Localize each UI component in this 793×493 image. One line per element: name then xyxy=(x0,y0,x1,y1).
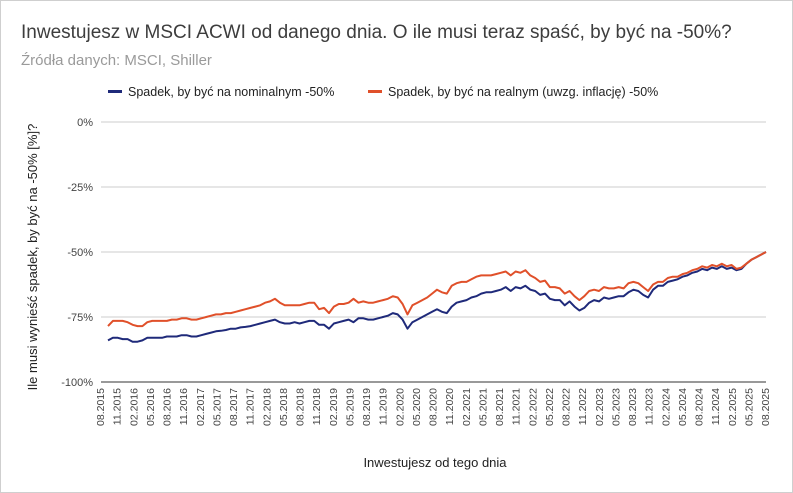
x-tick-label: 02.2022 xyxy=(527,388,539,426)
x-tick-label: 02.2018 xyxy=(261,388,273,426)
x-tick-label: 11.2024 xyxy=(710,388,722,425)
x-tick-label: 05.2024 xyxy=(677,388,689,426)
y-tick-label: -75% xyxy=(67,312,93,324)
y-tick-label: -25% xyxy=(67,182,93,194)
x-tick-label: 11.2022 xyxy=(577,388,589,425)
x-tick-label: 08.2017 xyxy=(228,388,240,426)
x-tick-label: 02.2019 xyxy=(328,388,340,426)
x-tick-label: 08.2022 xyxy=(561,388,573,426)
x-tick-label: 05.2017 xyxy=(211,388,223,426)
x-tick-label: 08.2021 xyxy=(494,388,506,426)
x-tick-label: 08.2024 xyxy=(694,388,706,426)
gridlines xyxy=(101,121,766,383)
legend-label-real: Spadek, by być na realnym (uwzg. inflacj… xyxy=(388,85,658,99)
x-tick-label: 08.2018 xyxy=(295,388,307,426)
x-tick-label: 05.2016 xyxy=(145,388,157,426)
x-tick-label: 08.2019 xyxy=(361,388,373,426)
x-tick-label: 08.2020 xyxy=(428,388,440,426)
x-tick-label: 05.2023 xyxy=(610,388,622,426)
y-tick-label: -100% xyxy=(61,377,93,389)
legend-label-nominal: Spadek, by być na nominalnym -50% xyxy=(128,85,334,99)
x-tick-label: 08.2015 xyxy=(95,388,107,426)
x-tick-label: 11.2016 xyxy=(178,388,190,425)
x-tick-label: 05.2018 xyxy=(278,388,290,426)
x-tick-label: 02.2016 xyxy=(128,388,140,426)
legend-swatch-real xyxy=(368,90,382,93)
chart-title: Inwestujesz w MSCI ACWI od danego dnia. … xyxy=(21,22,732,43)
x-tick-label: 11.2020 xyxy=(444,388,456,425)
x-tick-label: 02.2021 xyxy=(461,388,473,426)
series-line-real xyxy=(107,251,767,328)
chart-subtitle: Źródła danych: MSCI, Shiller xyxy=(21,52,212,69)
x-tick-label: 05.2019 xyxy=(344,388,356,426)
x-tick-label: 05.2021 xyxy=(477,388,489,426)
y-tick-label: -50% xyxy=(67,247,93,259)
y-axis-ticks: 0% -25% -50% -75% -100% xyxy=(61,117,93,389)
x-tick-label: 08.2023 xyxy=(627,388,639,426)
x-tick-label: 11.2015 xyxy=(112,388,124,425)
series-line-nominal xyxy=(107,251,767,343)
x-tick-label: 05.2020 xyxy=(411,388,423,426)
x-tick-label: 11.2018 xyxy=(311,388,323,425)
x-tick-label: 02.2023 xyxy=(594,388,606,426)
legend-swatch-nominal xyxy=(108,90,122,93)
y-axis-title: Ile musi wynieść spadek, by być na -50% … xyxy=(25,124,40,391)
legend: Spadek, by być na nominalnym -50% Spadek… xyxy=(108,85,658,99)
x-tick-label: 02.2024 xyxy=(660,388,672,426)
x-tick-label: 02.2025 xyxy=(727,388,739,426)
x-axis-title: Inwestujesz od tego dnia xyxy=(363,455,507,470)
x-tick-label: 11.2021 xyxy=(511,388,523,425)
x-tick-label: 11.2019 xyxy=(378,388,390,425)
y-tick-label: 0% xyxy=(77,117,93,129)
x-axis-ticks: 08.2015 11.2015 02.2016 05.2016 08.2016 11.20… xyxy=(95,388,772,426)
x-tick-label: 11.2023 xyxy=(644,388,656,425)
x-tick-label: 11.2017 xyxy=(245,388,257,425)
x-tick-label: 02.2017 xyxy=(195,388,207,426)
x-tick-label: 02.2020 xyxy=(394,388,406,426)
x-tick-label: 05.2025 xyxy=(743,388,755,426)
series-lines xyxy=(107,251,767,343)
x-tick-label: 08.2016 xyxy=(162,388,174,426)
x-tick-label: 08.2025 xyxy=(760,388,772,426)
x-tick-label: 05.2022 xyxy=(544,388,556,426)
